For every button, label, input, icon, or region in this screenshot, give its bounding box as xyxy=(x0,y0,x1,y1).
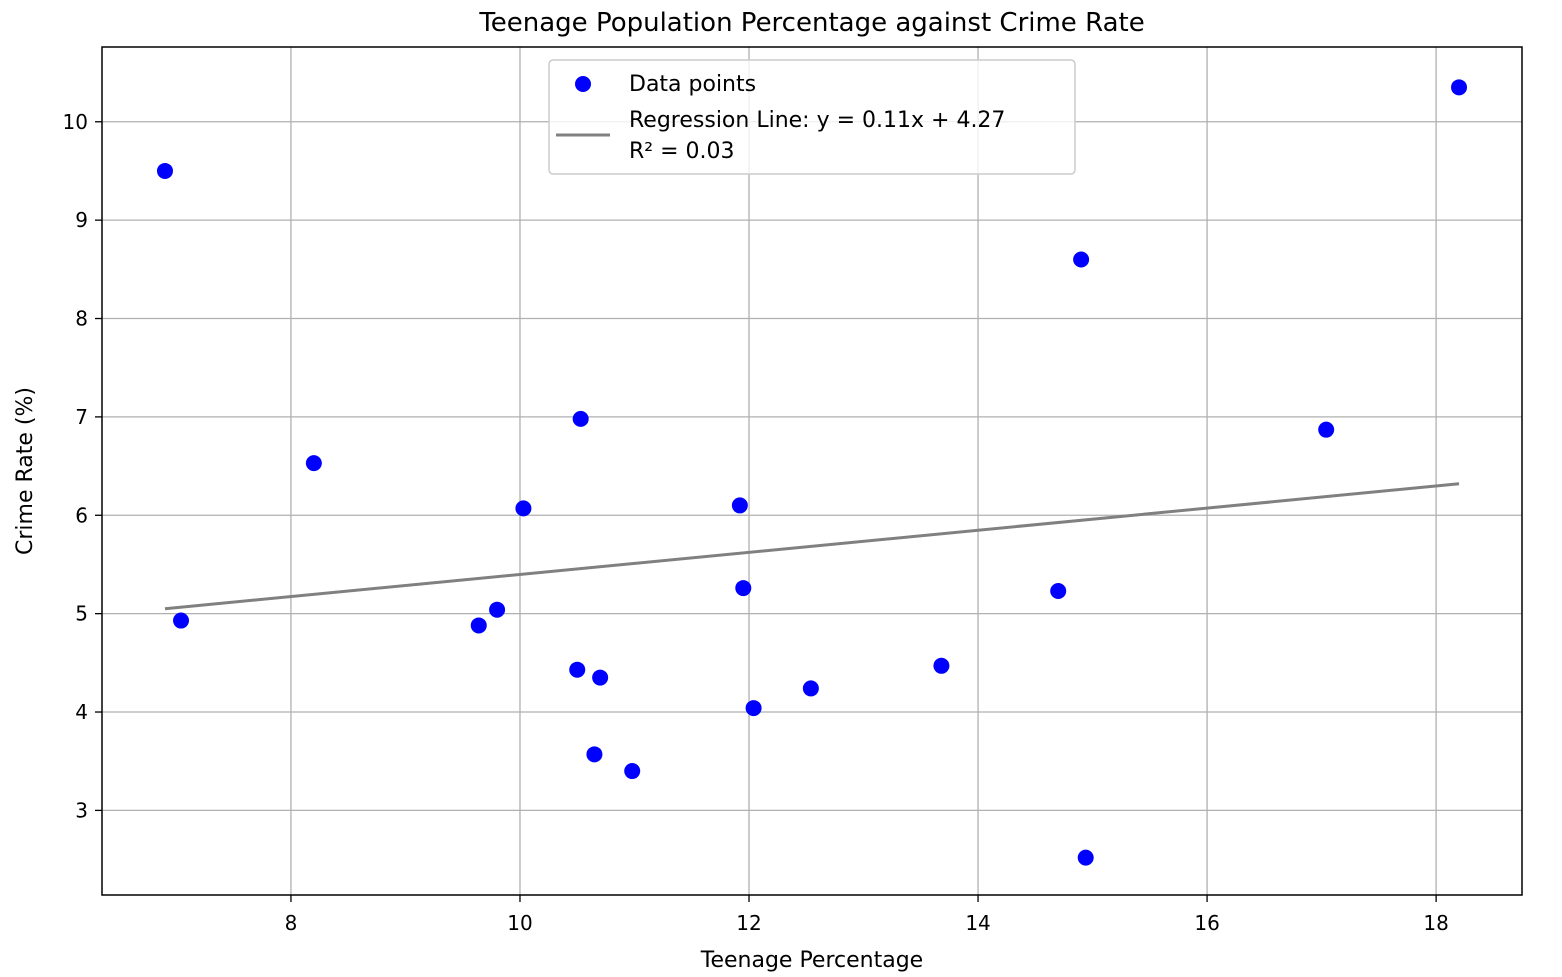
y-tick-label: 8 xyxy=(75,307,88,331)
data-point xyxy=(489,601,506,618)
x-tick-label: 12 xyxy=(736,911,761,935)
data-point xyxy=(586,746,603,763)
data-point xyxy=(731,497,748,514)
legend-box xyxy=(548,59,1076,175)
data-point xyxy=(624,763,641,780)
data-point xyxy=(802,680,819,697)
data-points-group xyxy=(156,79,1468,866)
x-tick-label: 10 xyxy=(507,911,532,935)
legend: Data points Regression Line: y = 0.11x +… xyxy=(548,59,1076,175)
data-point xyxy=(1073,251,1090,268)
data-point xyxy=(572,410,589,427)
y-tick-label: 9 xyxy=(75,208,88,232)
legend-label-regression-line: Regression Line: y = 0.11x + 4.27 xyxy=(629,108,1005,133)
data-point xyxy=(1077,849,1094,866)
x-tick-label: 8 xyxy=(285,911,298,935)
data-point xyxy=(1318,421,1335,438)
regression-line-group xyxy=(164,482,1460,611)
data-point xyxy=(745,700,762,717)
y-tick-label: 3 xyxy=(75,798,88,822)
legend-label-r-squared: R² = 0.03 xyxy=(629,139,735,164)
plot-frame xyxy=(101,46,1523,896)
data-point xyxy=(569,661,586,678)
data-point xyxy=(173,612,190,629)
data-point xyxy=(1451,79,1468,96)
x-axis-ticks: 8 10 12 14 16 18 xyxy=(285,895,1449,935)
x-tick-label: 18 xyxy=(1423,911,1448,935)
y-tick-label: 6 xyxy=(75,503,88,527)
data-point xyxy=(1050,583,1067,600)
legend-marker-data-points xyxy=(575,76,591,92)
y-axis-ticks: 3 4 5 6 7 8 9 10 xyxy=(63,110,102,822)
data-point xyxy=(933,657,950,674)
x-tick-label: 16 xyxy=(1194,911,1219,935)
data-point xyxy=(156,162,173,179)
data-point xyxy=(592,669,609,686)
y-tick-label: 4 xyxy=(75,700,88,724)
chart-title: Teenage Population Percentage against Cr… xyxy=(478,8,1144,38)
y-tick-label: 10 xyxy=(63,110,88,134)
y-tick-label: 7 xyxy=(75,405,88,429)
data-point xyxy=(735,580,752,597)
legend-label-data-points: Data points xyxy=(629,72,756,97)
x-tick-label: 14 xyxy=(965,911,990,935)
data-point xyxy=(470,617,487,634)
data-point xyxy=(305,455,322,472)
y-tick-label: 5 xyxy=(75,602,88,626)
x-axis-label: Teenage Percentage xyxy=(700,948,923,973)
y-axis-label: Crime Rate (%) xyxy=(13,387,38,555)
data-point xyxy=(515,500,532,517)
regression-line xyxy=(164,482,1460,611)
